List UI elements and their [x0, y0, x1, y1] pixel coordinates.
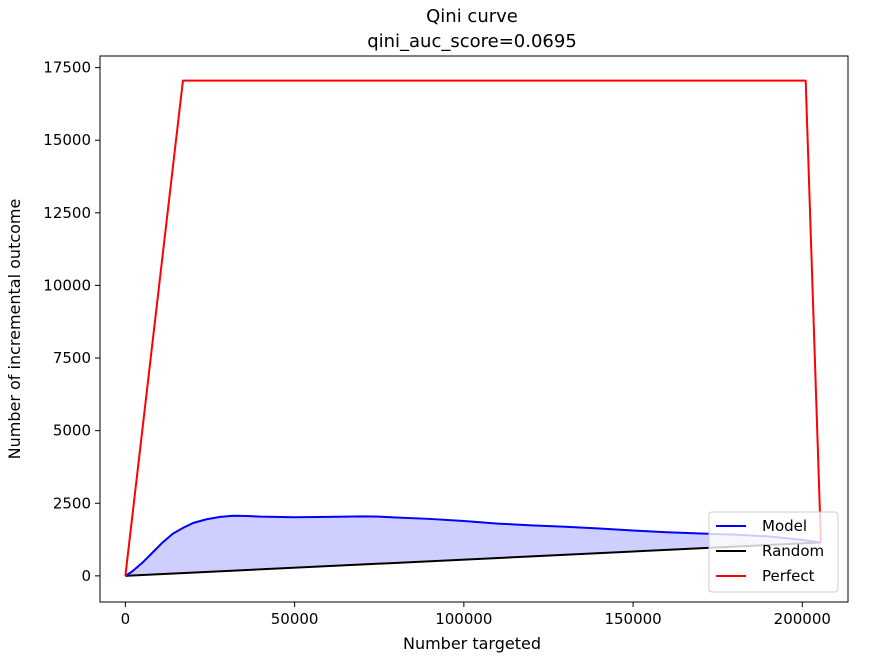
chart-title: Qini curve	[426, 6, 518, 27]
y-axis-ticks: 0 2500 5000 7500 10000 12500 15000 17500	[43, 59, 100, 585]
plot-frame	[99, 55, 849, 603]
x-tick-label: 0	[121, 610, 131, 628]
x-tick-label: 100000	[435, 610, 492, 628]
y-tick-label: 5000	[53, 422, 91, 440]
legend-label-random: Random	[762, 542, 824, 560]
y-tick-label: 12500	[43, 204, 91, 222]
y-tick-label: 17500	[43, 59, 91, 77]
y-tick-label: 15000	[43, 131, 91, 149]
legend-box	[708, 511, 839, 593]
series-lines-group	[124, 79, 822, 577]
x-tick-label: 50000	[271, 610, 319, 628]
model-area-fill	[125, 515, 821, 576]
x-axis-ticks: 0 50000 100000 150000 200000	[121, 602, 831, 628]
legend-label-perfect: Perfect	[762, 567, 815, 585]
x-axis-label: Number targeted	[403, 634, 541, 653]
y-tick-label: 0	[81, 567, 91, 585]
perfect-series-line	[124, 79, 822, 576]
model-series-line	[124, 514, 822, 577]
legend: Random Model Perfect	[708, 511, 839, 593]
y-axis-label: Number of incremental outcome	[5, 199, 24, 460]
y-tick-label: 7500	[53, 349, 91, 367]
x-tick-label: 150000	[604, 610, 661, 628]
random-series-line	[125, 541, 821, 577]
y-tick-label: 10000	[43, 276, 91, 294]
legend-label-model: Model	[762, 517, 807, 535]
chart-subtitle: qini_auc_score=0.0695	[367, 31, 577, 52]
model-area-fill-group	[125, 515, 821, 576]
x-tick-label: 200000	[774, 610, 831, 628]
y-tick-label: 2500	[53, 494, 91, 512]
